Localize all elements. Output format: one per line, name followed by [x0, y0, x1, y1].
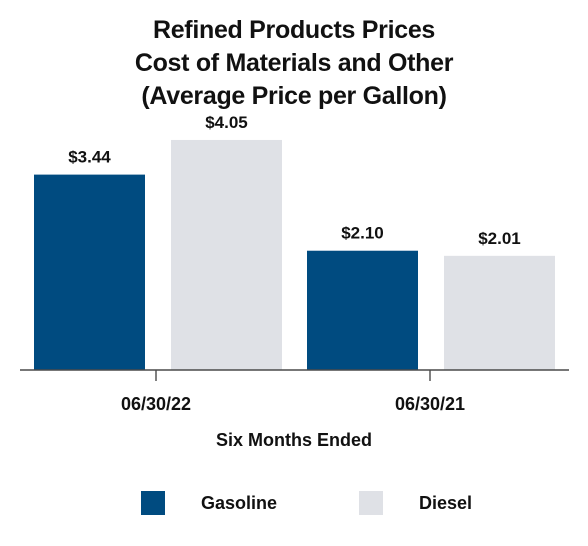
bar-diesel-2 [444, 255, 555, 370]
x-axis-title: Six Months Ended [216, 430, 372, 450]
data-label-diesel-1: $4.05 [205, 113, 248, 132]
bar-diesel-1 [171, 139, 282, 370]
legend-swatch-diesel [359, 491, 383, 515]
chart-title-line-1: Refined Products Prices [152, 16, 436, 44]
x-tick-label-2: 06/30/21 [395, 394, 465, 414]
legend-label-diesel: Diesel [419, 493, 472, 513]
data-label-gasoline-1: $3.44 [68, 148, 111, 167]
x-tick-label-1: 06/30/22 [121, 394, 191, 414]
chart-title-line-3: (Average Price per Gallon) [141, 82, 447, 110]
chart-title-line-2: Cost of Materials and Other [134, 49, 454, 77]
legend-label-gasoline: Gasoline [201, 493, 277, 513]
data-label-gasoline-2: $2.10 [341, 224, 384, 243]
bar-gasoline-1 [34, 174, 145, 370]
legend-swatch-gasoline [141, 491, 165, 515]
data-label-diesel-2: $2.01 [478, 229, 521, 248]
bar-gasoline-2 [307, 250, 418, 370]
chart-title: Refined Products Prices Cost of Material… [0, 14, 588, 113]
